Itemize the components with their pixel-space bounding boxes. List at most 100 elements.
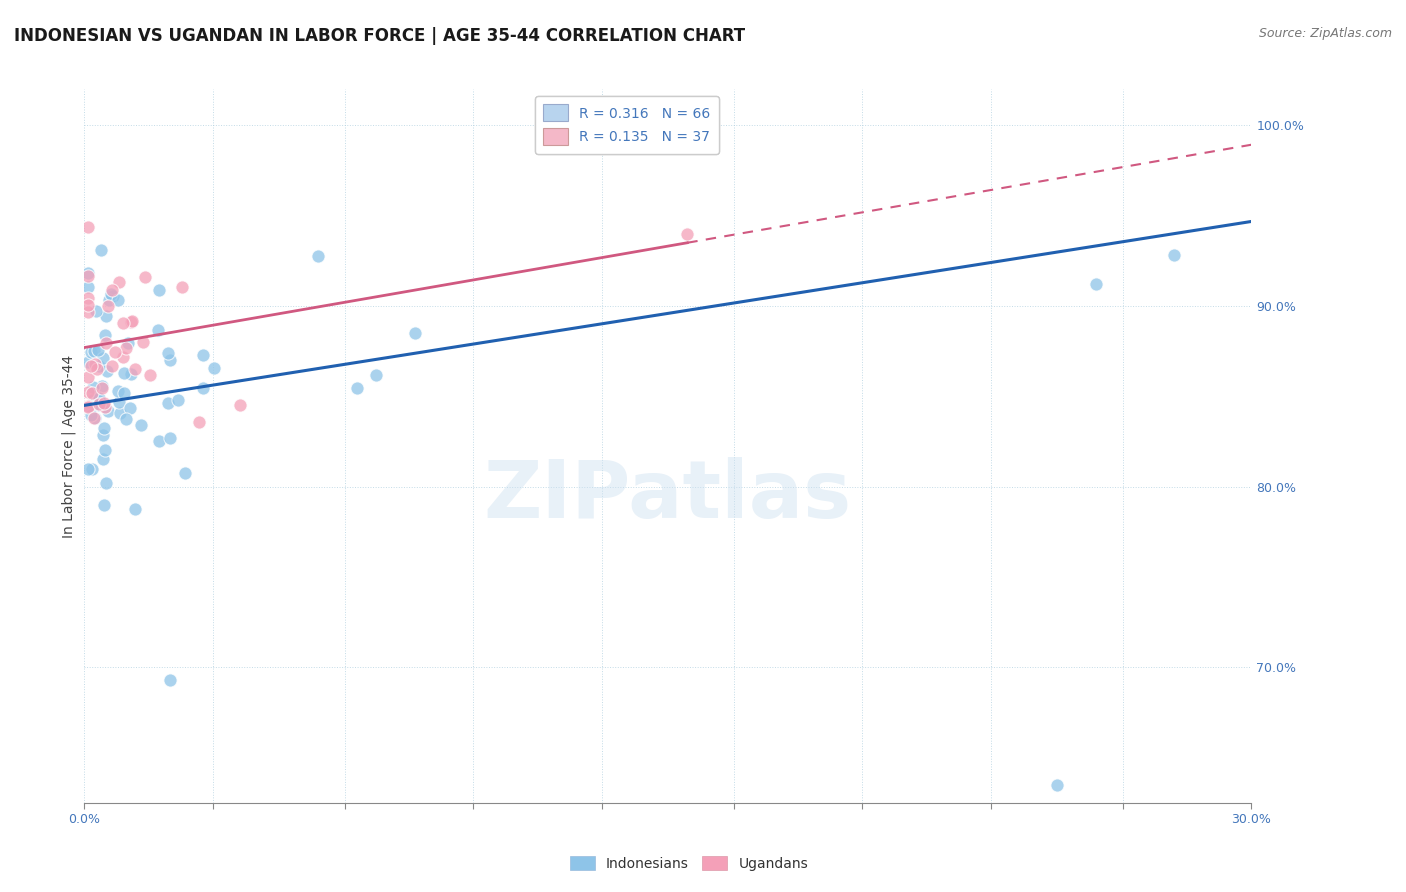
Y-axis label: In Labor Force | Age 35-44: In Labor Force | Age 35-44	[62, 354, 76, 538]
Point	[87, 398, 110, 412]
Point	[84, 410, 107, 425]
Point	[121, 367, 143, 381]
Point	[89, 392, 111, 406]
Point	[87, 397, 110, 411]
Point	[118, 401, 141, 415]
Point	[139, 368, 162, 383]
Point	[77, 279, 100, 293]
Point	[157, 346, 180, 360]
Point	[148, 283, 170, 297]
Point	[77, 370, 100, 384]
Point	[159, 673, 181, 687]
Point	[83, 357, 105, 371]
Point	[134, 270, 156, 285]
Point	[93, 443, 115, 458]
Point	[77, 305, 100, 319]
Point	[108, 406, 131, 420]
Point	[97, 299, 120, 313]
Point	[83, 410, 105, 425]
Point	[83, 344, 105, 359]
Text: ZIPatlas: ZIPatlas	[484, 457, 852, 535]
Point	[100, 287, 122, 301]
Point	[94, 401, 117, 415]
Point	[77, 384, 100, 399]
Point	[96, 364, 118, 378]
Point	[80, 345, 103, 359]
Point	[191, 381, 214, 395]
Point	[87, 391, 110, 405]
Point	[229, 398, 252, 412]
Point	[77, 400, 100, 414]
Point	[121, 314, 143, 328]
Point	[129, 417, 152, 432]
Point	[108, 275, 131, 289]
Point	[112, 386, 135, 401]
Point	[98, 293, 121, 308]
Point	[114, 341, 136, 355]
Point	[1163, 248, 1185, 262]
Legend: R = 0.316   N = 66, R = 0.135   N = 37: R = 0.316 N = 66, R = 0.135 N = 37	[534, 96, 718, 153]
Point	[94, 475, 117, 490]
Point	[107, 384, 129, 398]
Point	[202, 360, 225, 375]
Point	[77, 355, 100, 369]
Point	[132, 335, 155, 350]
Point	[77, 399, 100, 413]
Point	[84, 304, 107, 318]
Point	[79, 409, 101, 423]
Point	[124, 501, 146, 516]
Point	[346, 381, 368, 395]
Point	[111, 350, 134, 364]
Point	[307, 249, 329, 263]
Point	[77, 266, 100, 280]
Point	[77, 298, 100, 312]
Point	[104, 345, 127, 359]
Point	[77, 401, 100, 415]
Point	[676, 227, 699, 241]
Point	[80, 359, 103, 374]
Point	[77, 462, 100, 476]
Point	[90, 381, 112, 395]
Point	[115, 412, 138, 426]
Point	[97, 404, 120, 418]
Point	[90, 243, 112, 257]
Point	[146, 323, 169, 337]
Point	[94, 328, 117, 343]
Point	[124, 362, 146, 376]
Point	[191, 347, 214, 361]
Point	[159, 352, 181, 367]
Point	[170, 280, 193, 294]
Point	[112, 316, 135, 330]
Point	[83, 392, 105, 407]
Point	[187, 416, 209, 430]
Point	[107, 395, 129, 409]
Text: Source: ZipAtlas.com: Source: ZipAtlas.com	[1258, 27, 1392, 40]
Point	[82, 380, 104, 394]
Point	[156, 396, 179, 410]
Point	[80, 462, 103, 476]
Point	[174, 466, 197, 480]
Text: INDONESIAN VS UGANDAN IN LABOR FORCE | AGE 35-44 CORRELATION CHART: INDONESIAN VS UGANDAN IN LABOR FORCE | A…	[14, 27, 745, 45]
Point	[91, 351, 114, 365]
Point	[1084, 277, 1107, 292]
Point	[87, 343, 110, 357]
Point	[112, 367, 135, 381]
Point	[77, 291, 100, 305]
Point	[94, 310, 117, 324]
Point	[93, 427, 115, 442]
Point	[91, 379, 114, 393]
Point	[159, 431, 181, 445]
Point	[166, 393, 188, 408]
Point	[77, 219, 100, 234]
Point	[101, 359, 124, 374]
Point	[120, 315, 142, 329]
Point	[366, 368, 388, 382]
Point	[80, 385, 103, 400]
Point	[93, 396, 115, 410]
Point	[87, 359, 110, 374]
Point	[404, 326, 426, 340]
Point	[100, 283, 122, 297]
Point	[117, 335, 139, 350]
Point	[148, 434, 170, 449]
Point	[101, 289, 124, 303]
